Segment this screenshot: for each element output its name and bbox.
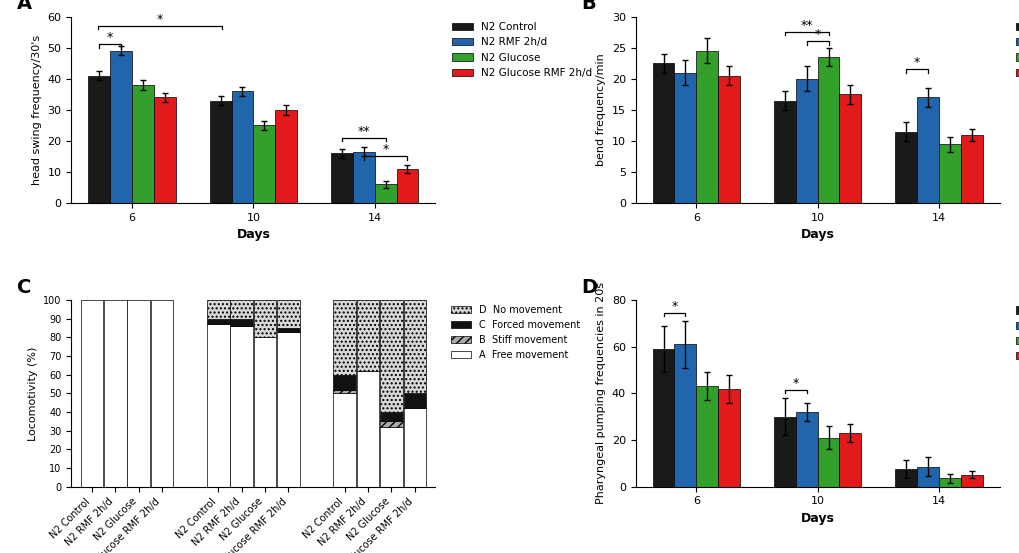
Bar <box>230 300 253 319</box>
Legend: D  No movement, C  Forced movement, B  Stiff movement, A  Free movement: D No movement, C Forced movement, B Stif… <box>447 301 583 364</box>
Bar <box>717 389 739 487</box>
Text: **: ** <box>358 124 370 138</box>
Legend: N2 Control, N2 RMF 2h/d, N2 Glucose, N2 Glucose RMF 2h/d: N2 Control, N2 RMF 2h/d, N2 Glucose, N2 … <box>447 18 596 82</box>
Bar <box>916 467 938 487</box>
Bar <box>104 300 126 487</box>
Bar <box>275 110 297 203</box>
Bar <box>333 390 356 393</box>
Text: *: * <box>382 143 388 156</box>
Bar <box>652 63 674 203</box>
X-axis label: Days: Days <box>800 228 834 242</box>
Text: *: * <box>792 377 798 390</box>
Bar <box>230 319 253 326</box>
Text: **: ** <box>800 19 812 32</box>
Bar <box>207 319 229 325</box>
Y-axis label: bend frequency/min: bend frequency/min <box>596 54 605 166</box>
Bar <box>357 300 379 371</box>
Bar <box>81 300 103 487</box>
Bar <box>254 337 276 487</box>
Bar <box>895 469 916 487</box>
Bar <box>231 91 253 203</box>
Bar <box>277 332 300 487</box>
Bar <box>353 152 374 203</box>
X-axis label: Days: Days <box>800 512 834 525</box>
Text: B: B <box>581 0 595 13</box>
Bar <box>795 79 817 203</box>
Bar <box>151 300 173 487</box>
Bar <box>960 475 981 487</box>
Bar <box>331 153 353 203</box>
Bar <box>253 126 275 203</box>
Bar <box>696 387 717 487</box>
Bar <box>404 393 426 408</box>
Text: C: C <box>16 278 32 296</box>
Bar <box>404 408 426 487</box>
Bar <box>277 328 300 332</box>
Bar <box>380 421 403 427</box>
Bar <box>380 427 403 487</box>
Bar <box>380 412 403 421</box>
Bar <box>374 185 396 203</box>
Bar <box>333 375 356 390</box>
Text: *: * <box>157 13 163 25</box>
Bar <box>839 433 860 487</box>
Bar <box>207 325 229 487</box>
Y-axis label: Pharyngeal pumping frequencies in 20s: Pharyngeal pumping frequencies in 20s <box>596 283 605 504</box>
Bar <box>154 97 175 203</box>
Bar <box>795 412 817 487</box>
Text: *: * <box>814 28 820 41</box>
Bar <box>230 326 253 487</box>
Text: *: * <box>671 300 677 313</box>
Bar <box>895 132 916 203</box>
Bar <box>207 300 229 319</box>
Text: D: D <box>581 278 596 296</box>
Bar <box>674 345 696 487</box>
Text: A: A <box>16 0 32 13</box>
Y-axis label: Locomotivity (%): Locomotivity (%) <box>28 346 38 441</box>
Bar <box>652 349 674 487</box>
Bar <box>131 85 154 203</box>
Bar <box>960 135 981 203</box>
Text: *: * <box>913 56 919 69</box>
Bar <box>210 101 231 203</box>
Bar <box>333 300 356 375</box>
Bar <box>916 97 938 203</box>
Bar <box>674 72 696 203</box>
Bar <box>357 371 379 487</box>
Text: *: * <box>107 32 113 44</box>
Legend: N2 Control, N2 RMF 2h/d, N2 Glucose, N2 Glucose RMF 2h/d: N2 Control, N2 RMF 2h/d, N2 Glucose, N2 … <box>1011 301 1019 366</box>
Bar <box>89 76 110 203</box>
Bar <box>938 478 960 487</box>
Bar <box>380 300 403 412</box>
Bar <box>773 417 795 487</box>
Bar <box>333 393 356 487</box>
Bar <box>254 300 276 337</box>
Bar <box>127 300 150 487</box>
Bar <box>277 300 300 328</box>
Bar <box>404 300 426 393</box>
Y-axis label: head swing frequency/30's: head swing frequency/30's <box>32 35 42 185</box>
Bar <box>938 144 960 203</box>
X-axis label: Days: Days <box>236 228 270 242</box>
Legend: N2 Control, N2 RMF 2h/d, N2 Glucose, N2 Glucose RMF 2h/d: N2 Control, N2 RMF 2h/d, N2 Glucose, N2 … <box>1011 18 1019 82</box>
Bar <box>696 51 717 203</box>
Bar <box>817 437 839 487</box>
Bar <box>839 95 860 203</box>
Bar <box>817 57 839 203</box>
Bar <box>110 51 131 203</box>
Bar <box>717 76 739 203</box>
Bar <box>773 101 795 203</box>
Bar <box>396 169 418 203</box>
